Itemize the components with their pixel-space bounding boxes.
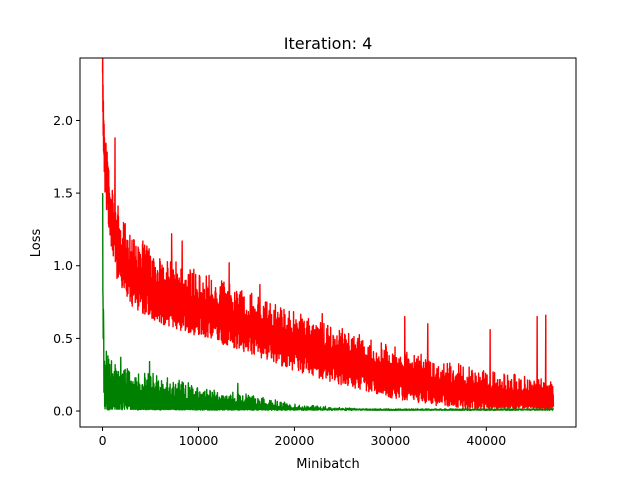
x-tick-label: 0 [99, 433, 107, 448]
y-tick-label: 1.0 [53, 258, 73, 273]
x-tick-label: 10000 [179, 433, 219, 448]
x-tick-label: 30000 [370, 433, 410, 448]
chart-title: Iteration: 4 [284, 34, 373, 53]
y-tick-label: 2.0 [53, 113, 73, 128]
y-tick-label: 0.5 [53, 331, 73, 346]
green-loss-line [101, 193, 555, 411]
y-axis-label: Loss [29, 229, 44, 258]
y-tick-label: 0.0 [53, 404, 73, 419]
plotted-series [101, 58, 555, 411]
x-axis-label: Minibatch [296, 457, 359, 472]
red-loss-line [101, 58, 555, 411]
tick-layer: 0 10000 20000 30000 40000 0.0 0.5 1.0 1.5 2.0 [53, 113, 506, 448]
x-tick-label: 40000 [466, 433, 506, 448]
y-tick-label: 1.5 [53, 186, 73, 201]
plot-frame [79, 57, 577, 428]
series-layer [101, 58, 555, 411]
x-tick-label: 20000 [275, 433, 315, 448]
